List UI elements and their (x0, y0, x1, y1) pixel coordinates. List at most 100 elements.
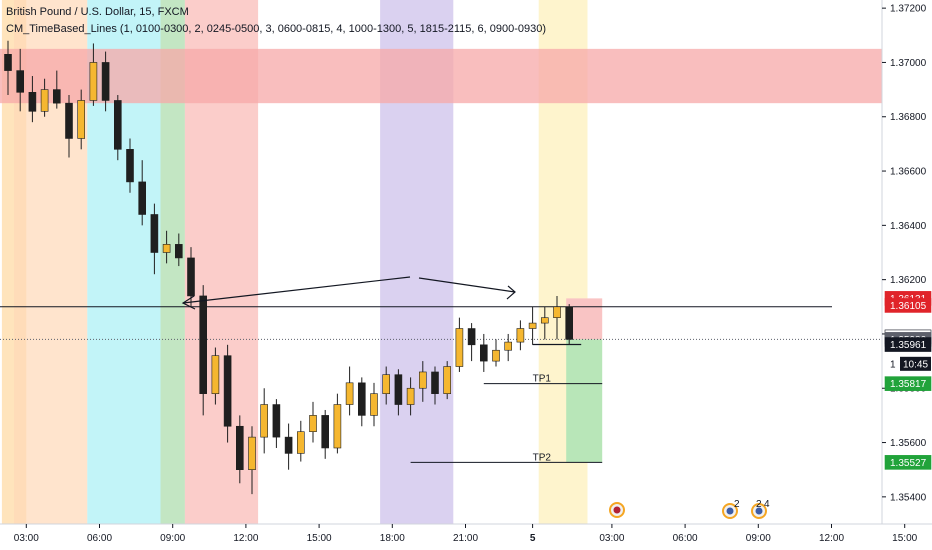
candle[interactable] (89, 43, 98, 106)
candle[interactable] (211, 347, 220, 405)
candle[interactable] (516, 320, 525, 351)
arrow-head-right (506, 285, 516, 300)
event-count-badge: 4 (764, 499, 770, 510)
price-tick-label: 1.35600 (890, 438, 927, 449)
candle-body (540, 317, 549, 324)
countdown-prefix: 1 (890, 359, 896, 370)
price-tag-label: 1.35961 (890, 340, 927, 351)
candle-body (565, 306, 574, 340)
candle-body (4, 54, 12, 71)
candle[interactable] (309, 401, 317, 443)
candle-body (77, 100, 85, 139)
candle[interactable] (479, 333, 488, 372)
candle[interactable] (272, 399, 281, 448)
time-tick-label: 09:00 (160, 533, 185, 544)
candle[interactable] (540, 306, 549, 340)
candle[interactable] (431, 366, 439, 405)
price-tick-label: 1.36400 (890, 221, 927, 232)
symbol-title[interactable]: British Pound / U.S. Dollar, 15, FXCM (6, 6, 189, 18)
time-axis-background[interactable] (0, 524, 932, 550)
candle-body (175, 244, 183, 259)
candle[interactable] (553, 295, 561, 340)
candle[interactable] (223, 344, 232, 443)
event-flag-icon[interactable] (609, 502, 625, 518)
time-tick-label: 06:00 (673, 533, 698, 544)
candle[interactable] (443, 361, 452, 400)
candle[interactable] (260, 388, 269, 454)
time-tick-label: 06:00 (87, 533, 112, 544)
candle-body (333, 404, 342, 449)
event-flag-icon[interactable]: 2 4 (751, 499, 770, 519)
candle[interactable] (406, 377, 415, 416)
resistance-zone[interactable] (0, 48, 882, 104)
candle-body (321, 415, 330, 449)
candle-body (479, 344, 488, 362)
arrow-head-left (181, 295, 196, 310)
candle[interactable] (565, 304, 574, 345)
candle[interactable] (394, 369, 403, 416)
price-tick-label: 1.37000 (890, 58, 927, 69)
candle[interactable] (345, 366, 354, 416)
candle[interactable] (382, 366, 391, 405)
arrow-line[interactable] (418, 277, 516, 293)
candle-body (16, 70, 25, 93)
candle[interactable] (4, 40, 12, 96)
price-tag-label: 1.35817 (890, 379, 927, 390)
candle[interactable] (492, 339, 500, 367)
candle-body (199, 295, 207, 394)
candle-body (65, 102, 73, 139)
arrow-line[interactable] (182, 276, 411, 304)
candle[interactable] (296, 420, 305, 462)
candle-body (357, 382, 366, 416)
candle[interactable] (65, 95, 73, 158)
price-tag-bg (884, 455, 932, 470)
candle[interactable] (77, 89, 85, 150)
candle[interactable] (418, 361, 427, 402)
candle-body (418, 371, 427, 389)
time-tick-label: 12:00 (233, 533, 258, 544)
time-tick-label: 18:00 (380, 533, 405, 544)
candle[interactable] (52, 70, 61, 109)
candle-body (553, 306, 561, 318)
candle[interactable] (528, 306, 537, 345)
candle-body (150, 214, 159, 253)
price-tick-label: 1.36800 (890, 112, 927, 123)
candle-body (406, 387, 415, 405)
candle[interactable] (370, 382, 378, 427)
candle[interactable] (333, 393, 342, 454)
candle[interactable] (199, 285, 207, 416)
candle[interactable] (357, 377, 366, 427)
candle[interactable] (321, 409, 330, 459)
candle[interactable] (138, 160, 146, 226)
arrow-drawing[interactable] (181, 276, 516, 310)
candle[interactable] (504, 333, 513, 362)
event-flag-icon[interactable]: 2 (722, 499, 740, 519)
candle-body (467, 328, 476, 346)
candle[interactable] (284, 423, 293, 470)
candle[interactable] (150, 203, 159, 275)
candle[interactable] (101, 51, 110, 112)
candle[interactable] (162, 230, 171, 264)
candle[interactable] (467, 323, 476, 362)
candle[interactable] (248, 426, 256, 495)
take-profit-zone[interactable] (566, 339, 603, 463)
candle-body (28, 92, 37, 112)
candle[interactable] (455, 317, 464, 372)
candle[interactable] (16, 48, 25, 112)
indicator-legend[interactable]: CM_TimeBased_Lines (1, 0100-0300, 2, 024… (6, 23, 546, 35)
candle[interactable] (175, 233, 183, 267)
candle[interactable] (126, 138, 134, 193)
candle[interactable] (114, 95, 122, 161)
candle[interactable] (187, 247, 195, 307)
economic-events[interactable]: 2 2 4 (609, 499, 770, 519)
time-tick-label: 15:00 (307, 533, 332, 544)
candle[interactable] (40, 78, 49, 117)
candle[interactable] (236, 415, 244, 484)
price-axis-background[interactable] (882, 0, 932, 524)
candle[interactable] (28, 76, 37, 123)
price-tag: 1.35961 (884, 337, 932, 352)
price-tag-bg (884, 337, 932, 352)
candle-body (223, 355, 232, 427)
